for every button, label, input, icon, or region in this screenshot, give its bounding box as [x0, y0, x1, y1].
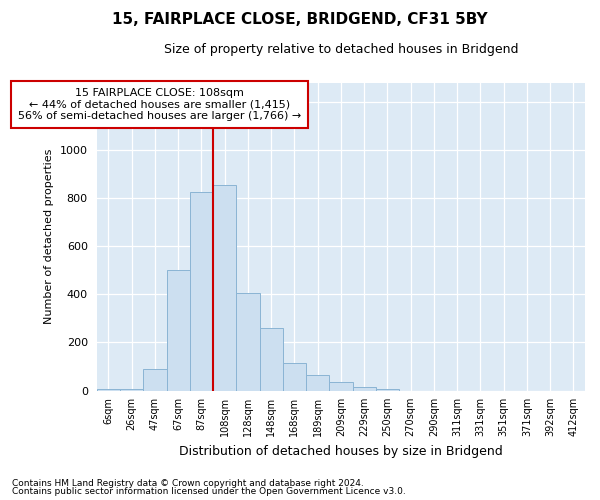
Text: Contains HM Land Registry data © Crown copyright and database right 2024.: Contains HM Land Registry data © Crown c… [12, 478, 364, 488]
Bar [283, 363, 306, 390]
Bar [190, 192, 213, 390]
Text: 15 FAIRPLACE CLOSE: 108sqm
← 44% of detached houses are smaller (1,415)
56% of s: 15 FAIRPLACE CLOSE: 108sqm ← 44% of deta… [18, 88, 301, 121]
Title: Size of property relative to detached houses in Bridgend: Size of property relative to detached ho… [164, 42, 518, 56]
Bar [143, 369, 167, 390]
Bar [167, 270, 190, 390]
Bar [260, 328, 283, 390]
Bar [236, 294, 260, 390]
Y-axis label: Number of detached properties: Number of detached properties [44, 149, 54, 324]
Bar [353, 387, 376, 390]
Bar [213, 185, 236, 390]
X-axis label: Distribution of detached houses by size in Bridgend: Distribution of detached houses by size … [179, 444, 503, 458]
Text: 15, FAIRPLACE CLOSE, BRIDGEND, CF31 5BY: 15, FAIRPLACE CLOSE, BRIDGEND, CF31 5BY [112, 12, 488, 28]
Bar [329, 382, 353, 390]
Bar [306, 375, 329, 390]
Text: Contains public sector information licensed under the Open Government Licence v3: Contains public sector information licen… [12, 487, 406, 496]
